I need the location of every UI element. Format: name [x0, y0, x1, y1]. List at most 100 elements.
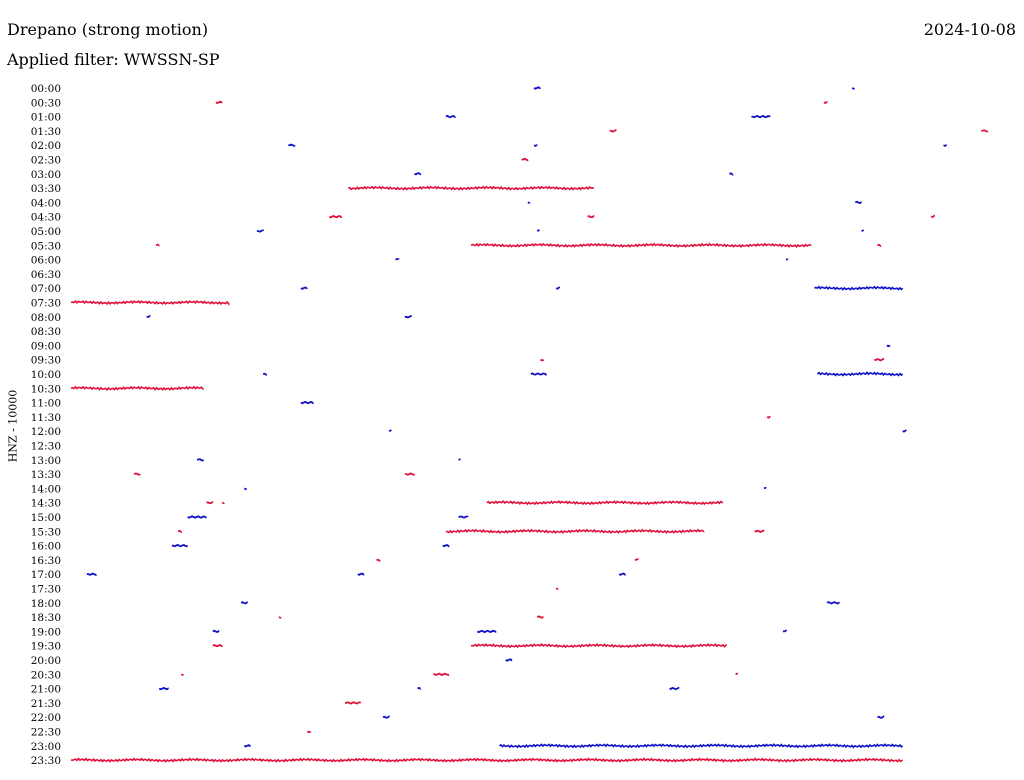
row-time-label: 09:30 — [31, 355, 61, 367]
trace-segment — [505, 658, 513, 662]
trace-segment — [344, 701, 362, 705]
trace-segment — [902, 429, 907, 433]
row-time-label: 06:00 — [31, 255, 61, 267]
filter-label: Applied filter: WWSSN-SP — [7, 50, 220, 69]
trace-segment — [729, 172, 734, 176]
trace-segment — [540, 358, 545, 362]
trace-segment — [816, 371, 904, 377]
trace-segment — [533, 86, 541, 90]
trace-segment — [196, 458, 205, 462]
row-time-label: 01:00 — [31, 112, 61, 124]
trace-segment — [256, 229, 264, 233]
trace-segment — [86, 572, 97, 577]
row-time-label: 00:00 — [31, 83, 61, 95]
trace-segment — [618, 572, 627, 576]
row-time-label: 05:30 — [31, 240, 61, 252]
trace-segment — [587, 214, 595, 219]
trace-segment — [388, 429, 392, 433]
trace-segment — [536, 229, 540, 232]
trace-segment — [763, 486, 767, 490]
trace-segment — [826, 601, 840, 605]
trace-segment — [735, 672, 739, 676]
trace-segment — [243, 487, 248, 491]
row-time-label: 08:30 — [31, 326, 61, 338]
row-time-label: 20:00 — [31, 655, 61, 667]
row-time-label: 06:30 — [31, 269, 61, 281]
trace-segment — [877, 715, 885, 719]
trace-segment — [536, 615, 544, 619]
trace-segment — [766, 415, 771, 419]
trace-segment — [212, 643, 223, 648]
trace-segment — [442, 544, 450, 548]
trace-segment — [854, 200, 862, 205]
trace-segment — [376, 558, 381, 562]
trace-segment — [814, 285, 904, 291]
trace-segment — [527, 201, 531, 204]
row-time-label: 02:00 — [31, 140, 61, 152]
trace-segment — [278, 616, 282, 619]
trace-segment — [262, 372, 268, 376]
row-time-label: 04:30 — [31, 212, 61, 224]
trace-segment — [823, 100, 828, 105]
trace-segment — [609, 128, 617, 133]
trace-segment — [433, 672, 450, 677]
row-time-label: 18:30 — [31, 612, 61, 624]
trace-segment — [404, 472, 416, 476]
row-time-label: 23:00 — [31, 741, 61, 753]
row-time-label: 15:00 — [31, 512, 61, 524]
trace-segment — [498, 743, 904, 749]
row-time-label: 12:30 — [31, 441, 61, 453]
trace-segment — [395, 258, 400, 261]
trace-segment — [414, 172, 422, 176]
trace-segment — [458, 515, 469, 519]
trace-segment — [180, 673, 184, 676]
trace-segment — [404, 314, 413, 319]
trace-segment — [70, 299, 230, 306]
trace-segment — [221, 501, 225, 505]
row-time-label: 01:30 — [31, 126, 61, 138]
row-time-label: 19:00 — [31, 626, 61, 638]
trace-segment — [240, 601, 249, 605]
row-time-label: 03:30 — [31, 183, 61, 195]
row-time-label: 11:00 — [31, 398, 61, 410]
row-time-label: 14:30 — [31, 498, 61, 510]
row-time-label: 17:30 — [31, 584, 61, 596]
row-time-label: 21:00 — [31, 684, 61, 696]
row-time-label: 19:30 — [31, 641, 61, 653]
row-time-label: 12:00 — [31, 426, 61, 438]
row-time-label: 10:30 — [31, 383, 61, 395]
trace-segment — [146, 314, 151, 319]
trace-segment — [158, 686, 169, 691]
trace-segment — [754, 529, 765, 534]
trace-segment — [486, 500, 724, 506]
row-time-label: 03:00 — [31, 169, 61, 181]
row-time-label: 05:00 — [31, 226, 61, 238]
trace-segment — [886, 344, 891, 348]
trace-segment — [347, 185, 595, 191]
trace-segment — [328, 215, 343, 219]
trace-segment — [851, 87, 855, 90]
row-time-label: 14:00 — [31, 483, 61, 495]
trace-segment — [877, 243, 882, 248]
trace-segment — [981, 129, 989, 133]
row-time-label: 17:00 — [31, 569, 61, 581]
trace-segment — [212, 629, 220, 633]
trace-segment — [382, 715, 390, 719]
row-time-label: 23:30 — [31, 755, 61, 767]
chart-title: Drepano (strong motion) — [7, 20, 209, 39]
chart-date: 2024-10-08 — [923, 20, 1016, 39]
row-time-label: 22:00 — [31, 712, 61, 724]
trace-segment — [533, 144, 538, 147]
row-time-label: 09:00 — [31, 340, 61, 352]
trace-segment — [445, 528, 705, 534]
trace-segment — [187, 515, 207, 519]
trace-segment — [445, 114, 456, 119]
trace-segment — [300, 286, 308, 290]
row-time-label: 13:00 — [31, 455, 61, 467]
row-time-label: 20:30 — [31, 669, 61, 681]
trace-segment — [669, 686, 680, 691]
trace-segment — [357, 572, 365, 576]
trace-segment — [243, 744, 251, 748]
trace-segment — [70, 385, 205, 391]
trace-segment — [470, 242, 812, 249]
